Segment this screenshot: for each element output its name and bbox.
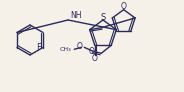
Text: O: O (121, 2, 127, 11)
Text: CH₃: CH₃ (60, 47, 71, 52)
Text: O: O (88, 47, 94, 56)
Text: S: S (100, 13, 106, 22)
Text: O: O (76, 42, 82, 51)
Text: F: F (37, 43, 41, 52)
Text: O: O (92, 54, 98, 63)
Text: NH: NH (70, 12, 82, 21)
